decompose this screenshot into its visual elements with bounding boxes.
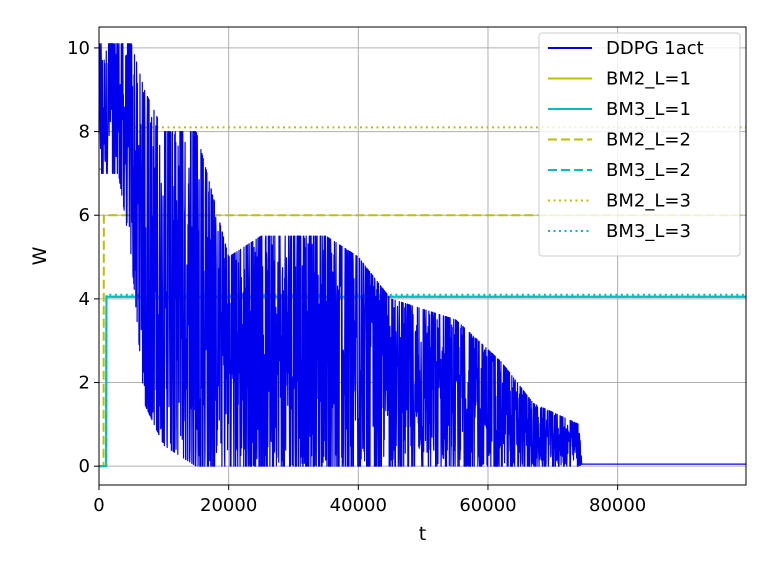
x-tick-label: 60000 (459, 495, 516, 516)
plot-frame (98, 26, 747, 486)
x-tick-label: 80000 (589, 495, 646, 516)
y-tick-label: 6 (79, 205, 90, 226)
legend-label-bm3-l-1: BM3_L=1 (606, 99, 691, 120)
x-tick-label: 20000 (200, 495, 257, 516)
legend-label-bm3-l-2: BM3_L=2 (606, 160, 691, 181)
series-line-ddpg-1act (98, 43, 747, 467)
y-tick-label: 8 (79, 122, 90, 143)
legend-box (538, 32, 741, 257)
legend-label-bm2-l-1: BM2_L=1 (606, 69, 691, 90)
axis-ticks: 0 20000 40000 60000 80000 0 2 4 6 8 10 (67, 38, 646, 516)
y-axis-label: W (29, 246, 51, 265)
x-axis-label: t (419, 523, 426, 545)
legend: DDPG 1act BM2_L=1 BM3_L=1 BM2_L=2 BM3_L=2 BM2… (538, 32, 741, 257)
series-line-bm3-l-2 (99, 295, 746, 468)
x-tick-label: 40000 (330, 495, 387, 516)
legend-label-bm2-l-2: BM2_L=2 (606, 130, 691, 151)
legend-label-bm3-l-3: BM3_L=3 (606, 221, 691, 242)
y-tick-label: 10 (67, 38, 90, 59)
y-tick-label: 4 (79, 289, 90, 310)
series-layer (98, 43, 747, 468)
legend-label-bm2-l-3: BM2_L=3 (606, 191, 691, 212)
series-line-bm2-l-3 (99, 126, 746, 171)
y-tick-label: 0 (79, 456, 90, 477)
x-tick-label: 0 (93, 495, 104, 516)
legend-label-ddpg-1act: DDPG 1act (606, 38, 704, 59)
y-tick-label: 2 (79, 373, 90, 394)
